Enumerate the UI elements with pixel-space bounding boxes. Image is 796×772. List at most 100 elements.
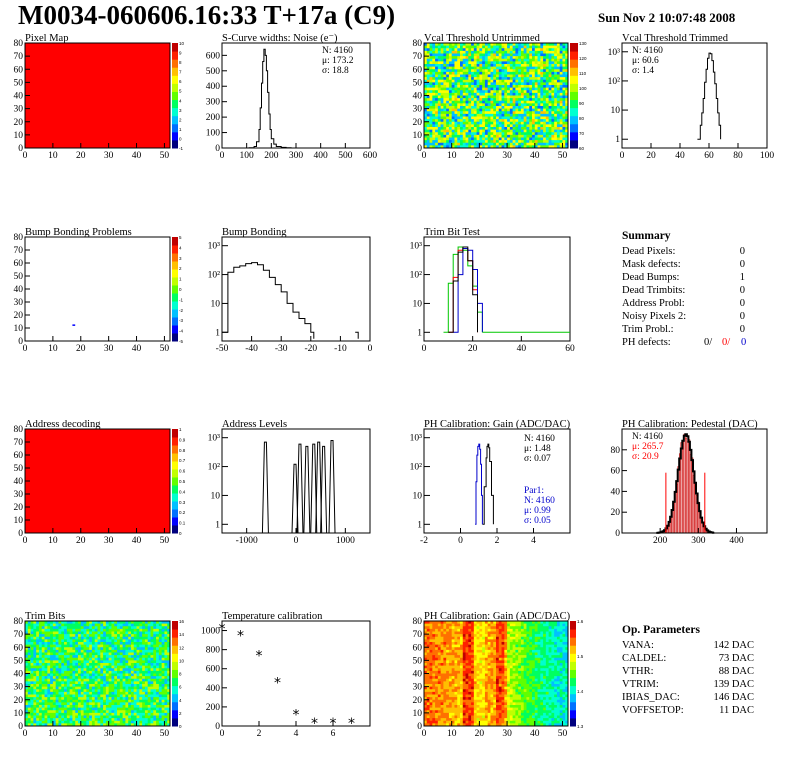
- heatmap-cell: [476, 124, 480, 128]
- heatmap-cell: [44, 639, 48, 643]
- heatmap-cell: [468, 74, 472, 78]
- heatmap-cell: [144, 670, 149, 674]
- heatmap-cell: [105, 699, 110, 703]
- heatmap-cell: [487, 111, 491, 115]
- heatmap-cell: [512, 90, 516, 94]
- heatmap-cell: [75, 665, 79, 669]
- heatmap-cell: [139, 628, 143, 632]
- heatmap-cell: [507, 631, 511, 635]
- heatmap-cell: [476, 140, 480, 144]
- heatmap-cell: [44, 636, 48, 640]
- heatmap-cell: [565, 92, 569, 96]
- heatmap-cell: [150, 665, 154, 669]
- heatmap-cell: [33, 628, 37, 632]
- heatmap-cell: [55, 691, 59, 695]
- heatmap-cell: [435, 116, 439, 120]
- heatmap-cell: [523, 106, 527, 110]
- heatmap-cell: [562, 621, 566, 625]
- heatmap-cell: [136, 647, 140, 651]
- heatmap-cell: [147, 702, 151, 706]
- heatmap-cell: [86, 626, 90, 630]
- heatmap-cell: [91, 715, 96, 719]
- heatmap-cell: [156, 652, 160, 656]
- heatmap-cell: [551, 66, 555, 70]
- x-tick-label: 10: [447, 151, 457, 161]
- y-tick-label: 10³: [410, 242, 423, 252]
- heatmap-cell: [136, 718, 140, 722]
- heatmap-cell: [559, 626, 563, 630]
- heatmap-cell: [465, 53, 469, 57]
- heatmap-cell: [476, 43, 480, 47]
- heatmap-cell: [52, 689, 57, 693]
- heatmap-cell: [97, 649, 101, 653]
- histogram-bar-fill: [700, 518, 703, 533]
- heatmap-cell: [161, 642, 165, 646]
- y-tick-label: 0: [18, 337, 23, 347]
- heatmap-cell: [55, 684, 59, 688]
- heatmap-cell: [50, 628, 54, 632]
- heatmap-cell: [100, 657, 104, 661]
- heatmap-cell: [482, 113, 486, 117]
- heatmap-cell: [147, 710, 151, 714]
- heatmap-cell: [507, 95, 511, 99]
- heatmap-cell: [41, 663, 45, 667]
- heatmap-cell: [457, 43, 461, 47]
- heatmap-cell: [556, 623, 561, 627]
- heatmap-cell: [91, 710, 96, 714]
- heatmap-cell: [460, 77, 464, 81]
- heatmap-cell: [47, 642, 51, 646]
- heatmap-cell: [44, 684, 48, 688]
- heatmap-cell: [117, 710, 121, 714]
- heatmap-cell: [161, 702, 165, 706]
- heatmap-cell: [509, 74, 514, 78]
- heatmap-cell: [512, 53, 516, 57]
- heatmap-cell: [543, 90, 547, 94]
- heatmap-cell: [482, 103, 486, 107]
- heatmap-cell: [537, 64, 541, 68]
- heatmap-cell: [150, 660, 154, 664]
- heatmap-cell: [30, 660, 34, 664]
- heatmap-cell: [462, 43, 466, 47]
- heatmap-cell: [523, 108, 527, 112]
- heatmap-cell: [91, 676, 96, 680]
- heatmap-cell: [130, 642, 135, 646]
- heatmap-cell: [89, 665, 93, 669]
- heatmap-cell: [537, 137, 541, 141]
- heatmap-cell: [435, 623, 439, 627]
- heatmap-cell: [520, 71, 525, 75]
- heatmap-cell: [518, 623, 522, 627]
- heatmap-cell: [130, 657, 135, 661]
- heatmap-cell: [559, 121, 563, 125]
- heatmap-cell: [437, 53, 442, 57]
- heatmap-cell: [25, 712, 29, 716]
- heatmap-cell: [153, 686, 157, 690]
- heatmap-cell: [61, 639, 65, 643]
- heatmap-cell: [41, 628, 45, 632]
- heatmap-cell: [515, 140, 519, 144]
- heatmap-cell: [496, 623, 500, 627]
- heatmap-cell: [108, 712, 112, 716]
- heatmap-cell: [493, 119, 497, 123]
- heatmap-cell: [89, 660, 93, 664]
- heatmap-cell: [468, 48, 472, 52]
- heatmap-cell: [147, 621, 151, 625]
- heatmap-cell: [83, 694, 87, 698]
- heatmap-cell: [89, 649, 93, 653]
- heatmap-cell: [496, 626, 500, 630]
- colorbar-segment: [172, 139, 178, 149]
- heatmap-cell: [479, 45, 483, 49]
- heatmap-cell: [545, 127, 550, 131]
- heatmap-cell: [562, 142, 566, 146]
- heatmap-cell: [158, 699, 163, 703]
- heatmap-cell: [125, 705, 129, 709]
- heatmap-cell: [437, 626, 442, 630]
- heatmap-cell: [44, 660, 48, 664]
- heatmap-cell: [548, 79, 552, 83]
- heatmap-cell: [543, 140, 547, 144]
- heatmap-cell: [130, 718, 135, 722]
- heatmap-cell: [462, 106, 466, 110]
- heatmap-cell: [122, 647, 126, 651]
- heatmap-cell: [58, 644, 62, 648]
- heatmap-cell: [108, 670, 112, 674]
- heatmap-cell: [440, 140, 444, 144]
